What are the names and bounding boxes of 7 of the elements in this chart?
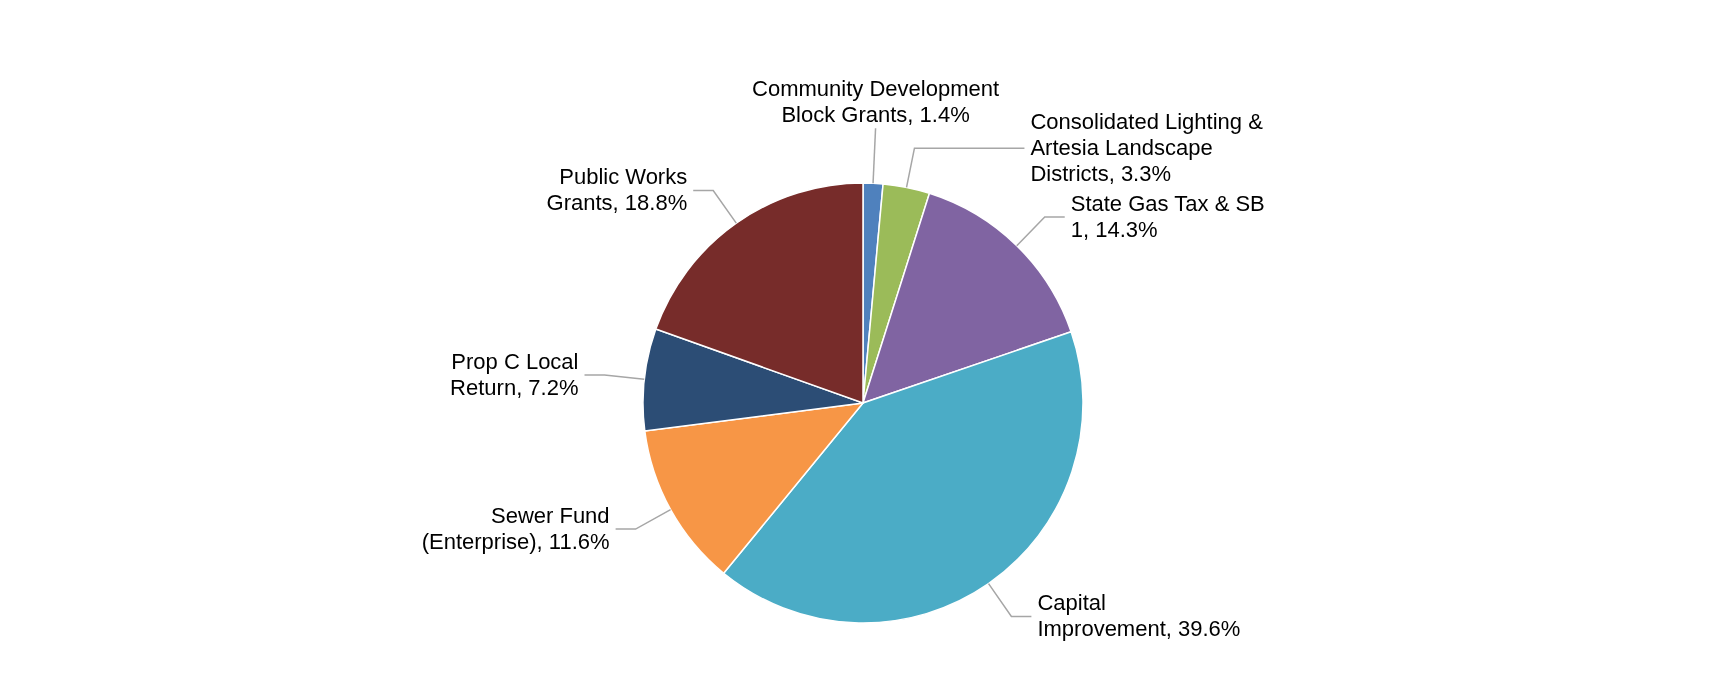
slice-label: Community Development Block Grants, 1.4% — [752, 76, 1000, 128]
slice-label: State Gas Tax & SB 1, 14.3% — [1070, 191, 1265, 243]
slice-label: Capital Improvement, 39.6% — [1037, 590, 1241, 642]
slice-label: Public Works Grants, 18.8% — [546, 164, 688, 216]
slice-label: Prop C Local Return, 7.2% — [450, 349, 579, 401]
slice-label: Consolidated Lighting & Artesia Landscape Districts, 3.3% — [1030, 109, 1264, 187]
slice-label: Sewer Fund (Enterprise), 11.6% — [421, 503, 610, 555]
